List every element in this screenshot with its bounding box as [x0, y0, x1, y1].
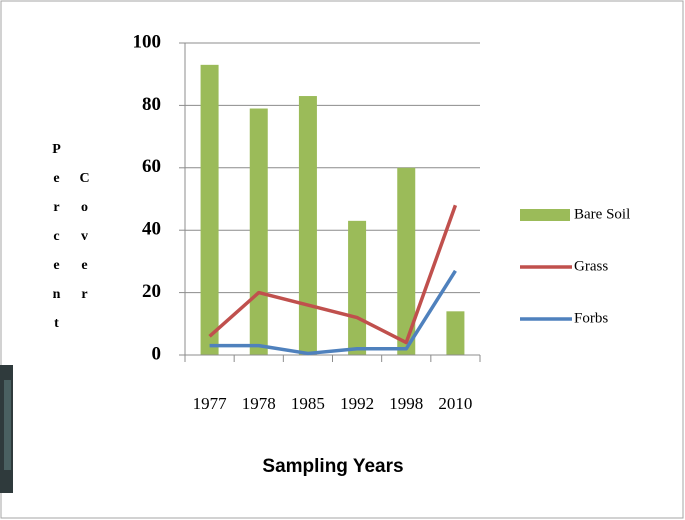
legend-label: Grass — [574, 258, 608, 274]
legend-label: Forbs — [574, 310, 608, 326]
x-tick-label: 1978 — [242, 394, 276, 413]
legend-label: Bare Soil — [574, 206, 630, 222]
bar — [249, 108, 268, 356]
legend-swatch — [520, 209, 570, 221]
x-tick-label: 1977 — [193, 394, 228, 413]
background-photo-edge — [4, 380, 11, 470]
y-tick-label: 60 — [142, 156, 161, 177]
y-tick-label: 80 — [142, 94, 161, 115]
x-tick-label: 1992 — [340, 394, 374, 413]
y-axis-title: Percent Cover — [49, 141, 92, 345]
x-tick-label: 2010 — [438, 394, 472, 413]
bar — [397, 167, 416, 355]
y-tick-label: 40 — [142, 219, 161, 240]
x-axis-title: Sampling Years — [262, 456, 403, 477]
bar — [446, 311, 465, 355]
bar — [348, 220, 367, 355]
bar — [298, 96, 317, 355]
y-tick-label: 0 — [152, 343, 162, 364]
x-tick-label: 1998 — [389, 394, 423, 413]
y-tick-label: 100 — [133, 31, 162, 52]
y-tick-label: 20 — [142, 281, 161, 302]
bar — [200, 64, 219, 355]
x-tick-label: 1985 — [291, 394, 325, 413]
line — [208, 204, 458, 345]
line — [209, 269, 457, 356]
